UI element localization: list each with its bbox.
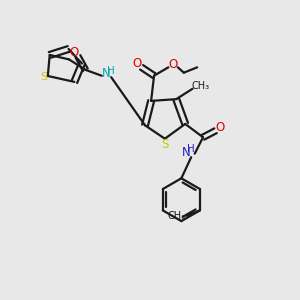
Text: CH₃: CH₃ (192, 81, 210, 91)
Text: O: O (169, 58, 178, 71)
Text: CH₃: CH₃ (168, 211, 186, 221)
Text: N: N (101, 68, 110, 80)
Text: S: S (161, 138, 169, 151)
Text: N: N (182, 146, 191, 159)
Text: O: O (69, 46, 79, 59)
Text: O: O (133, 57, 142, 70)
Text: H: H (107, 66, 115, 76)
Text: S: S (40, 73, 47, 82)
Text: O: O (216, 121, 225, 134)
Text: H: H (187, 144, 195, 154)
